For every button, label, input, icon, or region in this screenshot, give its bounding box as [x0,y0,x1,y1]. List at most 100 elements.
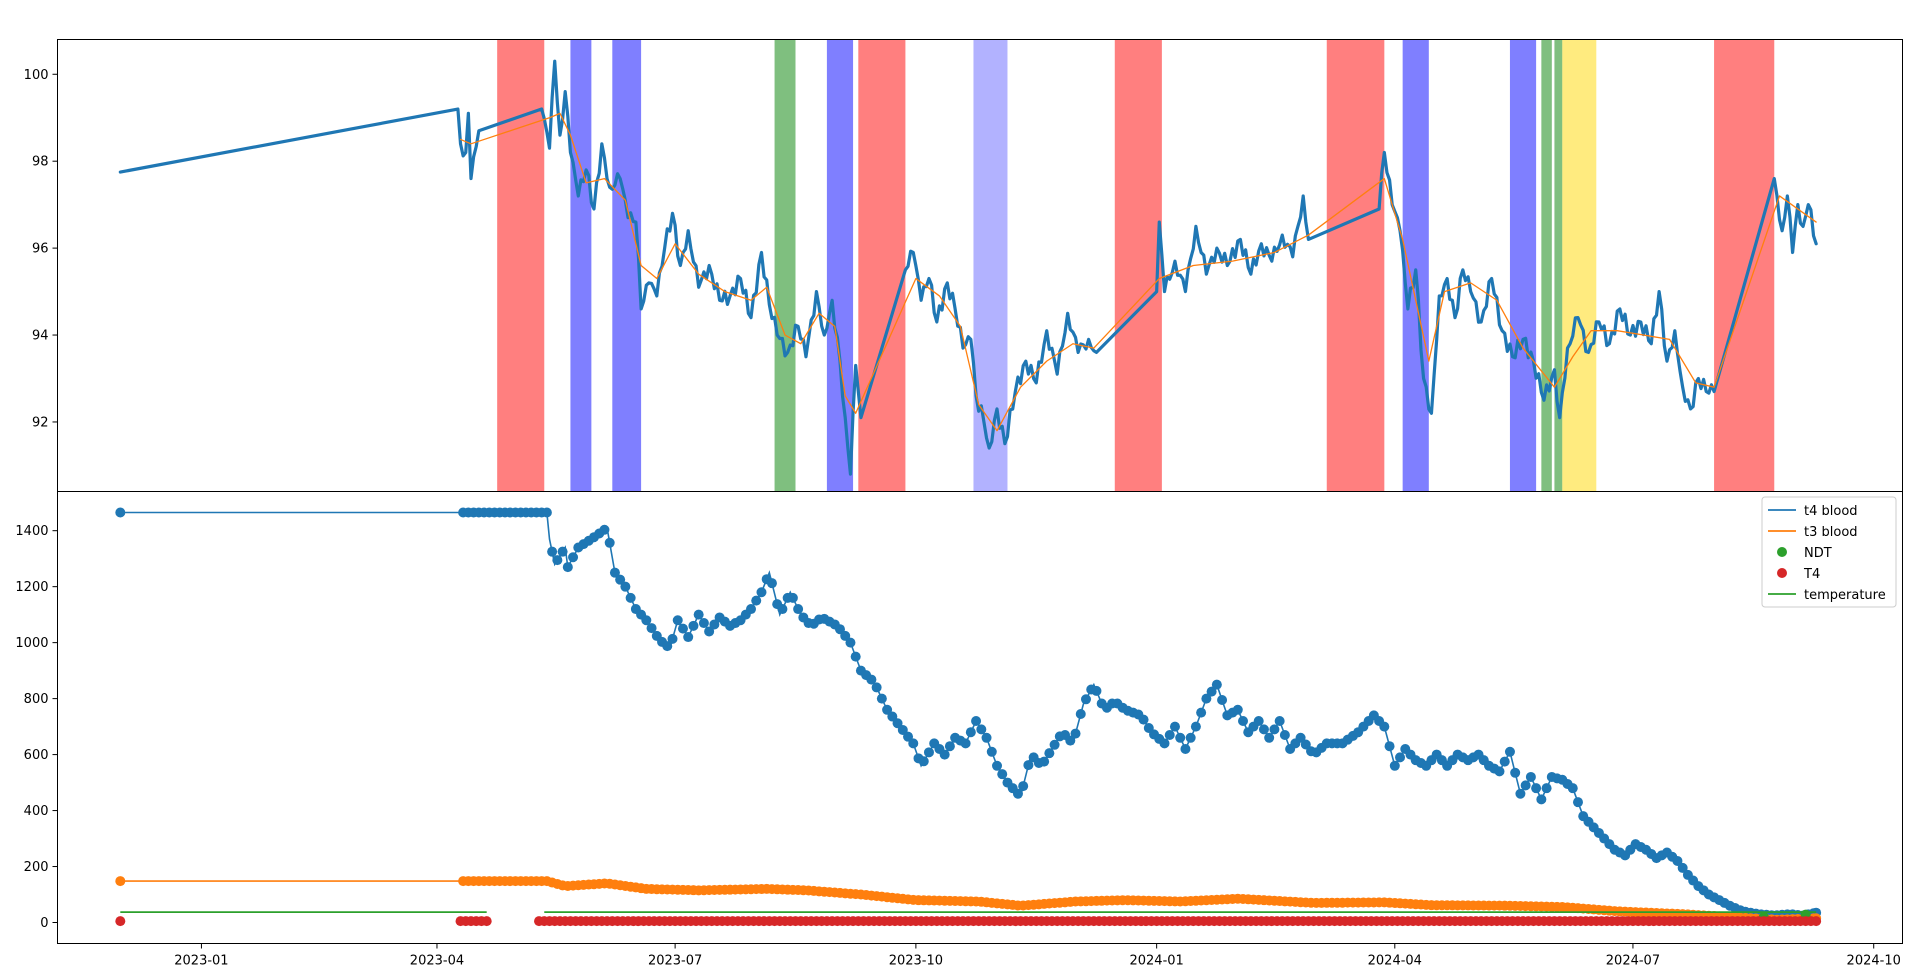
top-bands [497,39,1775,492]
series-t4-blood-point [756,587,767,598]
series-t4-blood-point [1504,746,1515,757]
y-tick-label: 200 [24,860,49,875]
series-t4-blood-point [641,615,652,626]
legend-entry: temperature [1768,588,1886,603]
series-t4-blood-point [1232,704,1243,715]
series-t4-blood-point [672,615,683,626]
shaded-band [1509,39,1537,492]
series-t4-blood-point [1258,724,1269,735]
legend-entry: NDT [1777,546,1832,561]
series-t4-blood-point [766,578,777,589]
shaded-band [612,39,642,492]
series-line-smoothed [459,112,1817,432]
y-tick-label: 96 [32,242,49,257]
series-t4-blood-point [709,619,720,630]
series-t4-blood-point [599,524,610,535]
series-t4-blood-point [541,507,552,518]
legend-label-ndt: NDT [1804,546,1832,561]
series-t4-blood-point [923,747,934,758]
shaded-band [774,39,796,492]
legend-label-temperature: temperature [1804,588,1886,603]
series-t4-blood-point [1494,766,1505,777]
y-tick-label: 800 [24,692,49,707]
legend-label-t4-blood: t4 blood [1804,504,1858,519]
top-lines [118,59,1818,476]
series-t4-blood-point [787,592,798,603]
shaded-band [826,39,854,492]
legend-swatch-ndt [1777,547,1787,557]
series-t4-blood-point [683,632,694,643]
series-t4-blood-point [568,552,579,563]
series-t4-blood-point [1238,716,1249,726]
series-t4-blood-point [992,760,1003,771]
series-t4-blood-point [1217,695,1228,706]
top-panel: 92 94 96 98 100 [24,39,1903,492]
series-t4-blood-point [1164,729,1175,740]
series-t4-blood-point [892,718,903,729]
series-t4-blood-point [871,682,882,693]
series-t4-blood-point [1499,756,1510,767]
series-t4-blood-point [1211,679,1222,690]
x-tick-label: 2023-04 [410,954,464,969]
shaded-band [1402,39,1429,492]
series-t4-blood-point [986,746,997,757]
series-t4-blood-point [1091,685,1102,696]
series-t4-blood-point [1567,783,1578,794]
series-t4-blood-point [981,732,992,743]
y-tick-label: 92 [32,415,49,430]
y-tick-label: 94 [32,329,49,344]
bottom-axes-frame [57,491,1903,944]
shaded-band [1114,39,1162,492]
x-axis: 2023-01 2023-04 2023-07 2023-10 2024-01 2024-… [174,943,1901,969]
series-t4-blood-point [751,595,762,606]
top-y-axis: 92 94 96 98 100 [24,68,58,430]
series-t4-blood-point [1159,738,1170,749]
series-t4-blood-point [960,738,971,749]
series-t4-blood-point [1138,714,1149,725]
series-t4-blood-point [1525,771,1536,782]
series-t4-blood-point [1065,735,1076,746]
series-t4-blood-point [997,769,1008,780]
series-t4-blood-point [840,630,851,641]
series-t4-blood-point [667,633,678,644]
series-t4-blood-point [1395,752,1406,763]
x-tick-label: 2023-10 [889,954,943,969]
series-t4-blood-point [615,574,626,585]
series-t4-blood-point [547,546,558,557]
series-t4-blood-point [562,562,573,573]
shaded-band [497,39,545,492]
series-t4-blood-point [903,731,914,742]
series-t4-blood-point [1080,694,1091,705]
x-tick-label: 2023-07 [648,954,702,969]
series-t4-blood-point [1295,732,1306,743]
shaded-band [1541,39,1552,492]
series-t4-blood-point [1169,721,1180,732]
series-t4-blood-point [1039,756,1050,767]
series-t4-blood-point [1520,780,1531,791]
x-tick-label: 2024-10 [1847,954,1901,969]
series-t4-blood-point [1510,767,1521,778]
series-t4-point [115,916,126,927]
series-t4-blood-point [1677,862,1688,873]
series-t4-blood-point [1044,748,1055,759]
shaded-band [858,39,906,492]
y-tick-label: 1400 [15,524,48,539]
series-t4-blood-point [662,641,673,652]
y-tick-label: 0 [40,916,48,931]
series-t4-blood-point [1274,716,1285,726]
shaded-band [973,39,1008,492]
bottom-series [115,507,1822,927]
series-t4-blood-point [1206,686,1217,697]
series-t4-blood-point [1196,707,1207,718]
shaded-band [1554,39,1563,492]
series-t4-blood-point [704,626,715,637]
series-t4-blood-point [897,724,908,735]
series-t4-blood-point [971,716,982,726]
legend-swatch-t4 [1777,568,1787,578]
series-t4-blood-point [1075,709,1086,719]
x-tick-label: 2024-07 [1606,954,1660,969]
series-t4-blood-point [882,704,893,715]
series-t4-blood-point [1572,797,1583,808]
series-t4-blood-point [620,581,631,592]
